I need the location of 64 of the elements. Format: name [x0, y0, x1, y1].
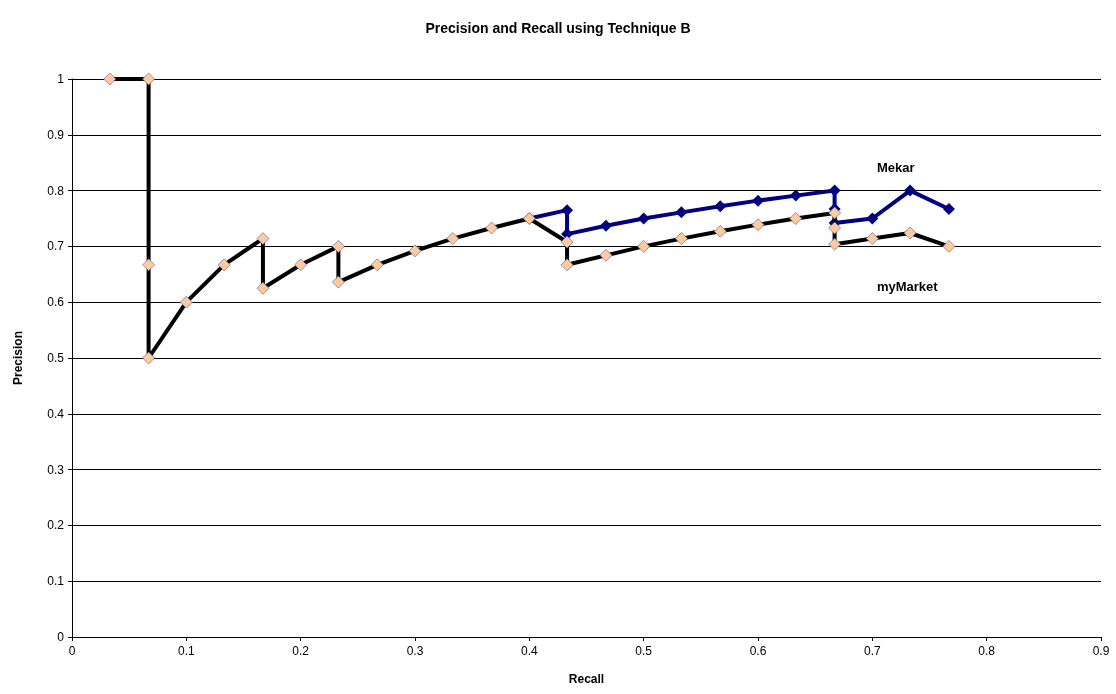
point: [370, 258, 384, 272]
point: [866, 212, 879, 225]
point: [675, 206, 688, 219]
point: [332, 275, 345, 289]
point: [942, 203, 955, 216]
y-tick-label: 0: [57, 630, 65, 644]
y-tick-label: 0.9: [47, 127, 65, 142]
point: [903, 226, 917, 240]
point: [103, 72, 117, 86]
point: [789, 212, 803, 225]
x-axis-title: Recall: [568, 672, 605, 686]
y-tick-label: 0.1: [47, 574, 65, 589]
point: [179, 295, 193, 309]
point: [408, 244, 422, 258]
point: [675, 232, 688, 245]
point: [713, 224, 727, 238]
x-tick-label: 0.6: [749, 644, 767, 658]
y-axis-title: Precision: [11, 330, 25, 386]
point: [446, 232, 460, 245]
y-tick-label: 0.8: [47, 183, 65, 198]
point: [332, 240, 345, 253]
point: [942, 240, 956, 253]
x-tick-label: 0.4: [520, 644, 538, 658]
point: [637, 212, 650, 225]
point: [256, 281, 270, 295]
x-tick-label: 0.2: [292, 644, 310, 658]
point: [142, 351, 155, 365]
x-tick-label: 0.5: [635, 644, 653, 658]
point: [599, 248, 613, 262]
x-tick-label: 0.3: [406, 644, 424, 658]
point: [294, 258, 308, 272]
y-tick-label: 0.2: [47, 518, 65, 533]
y-tick-label: 0.7: [47, 239, 65, 254]
y-tick-label: 0.6: [47, 295, 65, 310]
point: [142, 258, 155, 272]
point: [904, 184, 917, 197]
chart-title: Precision and Recall using Technique B: [425, 20, 691, 36]
x-tick-label: 0.7: [863, 644, 881, 658]
point: [865, 232, 879, 245]
point: [751, 218, 765, 231]
point: [752, 194, 764, 207]
y-tick-label: 0.3: [47, 462, 65, 477]
point: [828, 206, 841, 220]
point: [217, 258, 231, 272]
point: [560, 258, 574, 272]
point: [789, 189, 802, 202]
y-tick-label: 0.4: [47, 406, 65, 421]
point: [485, 221, 498, 235]
x-tick-label: 0: [68, 644, 76, 658]
point: [714, 200, 727, 213]
point: [142, 72, 155, 86]
point: [828, 237, 841, 251]
text: myMarket: [876, 278, 939, 294]
point: [256, 232, 270, 245]
point: [560, 235, 574, 249]
point: [828, 221, 841, 235]
x-tick-label: 0.9: [1092, 644, 1110, 658]
x-tick-label: 0.8: [978, 644, 996, 658]
series-label: Mekar: [876, 159, 915, 175]
y-tick-label: 1: [57, 72, 65, 86]
point: [637, 240, 651, 253]
point: [599, 219, 612, 232]
x-tick-label: 0.1: [177, 644, 195, 658]
y-tick-label: 0.5: [47, 351, 65, 365]
